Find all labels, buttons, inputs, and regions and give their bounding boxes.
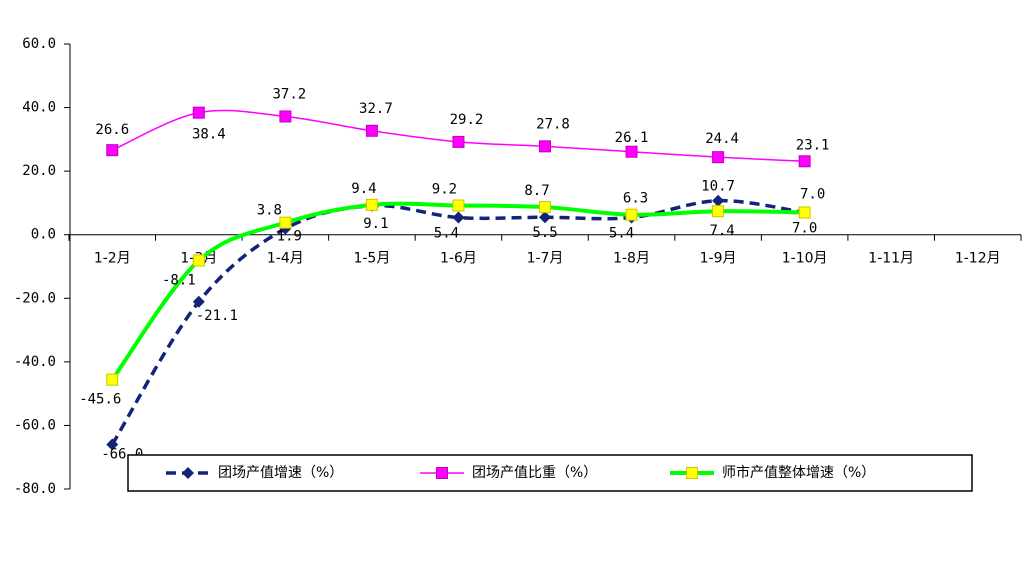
marker (365, 124, 378, 137)
x-tick-label: 1-5月 (353, 251, 390, 267)
data-label: -45.6 (79, 392, 121, 408)
data-label: 32.7 (359, 101, 393, 117)
y-tick-label: 0.0 (31, 227, 56, 243)
data-label: 37.2 (273, 86, 307, 102)
data-label: 5.5 (532, 225, 557, 241)
marker (539, 211, 551, 224)
data-label: 10.7 (701, 179, 735, 195)
data-label: 9.1 (363, 216, 388, 232)
marker (106, 144, 119, 157)
marker (106, 373, 119, 386)
marker (279, 110, 292, 123)
x-tick-label: 1-9月 (700, 251, 737, 267)
marker (192, 106, 205, 119)
marker (182, 467, 194, 479)
data-label: 5.4 (434, 226, 459, 242)
marker (436, 467, 448, 479)
data-label: 7.4 (709, 223, 734, 239)
marker (798, 206, 811, 219)
marker (712, 194, 725, 207)
line (110, 198, 805, 446)
legend-label: 师市产值整体增速（%） (722, 464, 875, 481)
data-label: 29.2 (450, 112, 484, 128)
legend-label: 团场产值增速（%） (218, 465, 343, 481)
y-tick-label: -60.0 (14, 417, 56, 433)
data-label: 8.7 (524, 183, 549, 199)
data-label: 3.8 (257, 203, 282, 219)
marker (712, 151, 725, 164)
data-label: -21.1 (196, 308, 238, 324)
data-label: 38.4 (192, 127, 226, 143)
x-tick-label: 1-11月 (868, 251, 914, 267)
data-label: 26.1 (615, 130, 649, 146)
y-tick-label: 60.0 (22, 36, 56, 52)
data-label: 6.3 (623, 191, 648, 207)
x-tick-label: 1-4月 (267, 251, 304, 267)
y-tick-label: 40.0 (22, 100, 56, 116)
data-label: 27.8 (536, 116, 570, 132)
x-tick-label: 1-7月 (527, 251, 564, 267)
x-tick-label: 1-6月 (440, 251, 477, 267)
x-tick-label: 1-8月 (613, 251, 650, 267)
marker (279, 216, 292, 229)
legend-box (127, 454, 973, 492)
marker (106, 438, 119, 451)
data-label: 26.6 (95, 122, 129, 138)
marker (452, 199, 465, 212)
marker (539, 201, 551, 214)
data-label: 5.4 (609, 226, 634, 242)
data-label: 9.4 (351, 181, 376, 197)
marker (365, 198, 378, 211)
marker (539, 140, 551, 153)
data-label: 7.0 (792, 220, 817, 236)
data-label: 24.4 (705, 131, 739, 147)
series: -66.0-21.11.99.15.4 5.5 5.410.77.0 (101, 179, 817, 463)
marker (452, 135, 465, 148)
data-label: 7.0 (800, 186, 825, 202)
y-tick-label: 20.0 (22, 163, 56, 179)
series: -45.6 -8.1 3.8 9.4 9.2 8.7 6.3 7.4 7.0 (79, 181, 825, 408)
x-tick-label: 1-12月 (955, 251, 1001, 267)
data-label: 1.9 (277, 229, 302, 245)
marker (625, 145, 638, 158)
marker (798, 155, 811, 168)
marker (686, 467, 698, 479)
marker (625, 208, 638, 221)
y-tick-label: -80.0 (14, 481, 56, 497)
data-label: 9.2 (432, 181, 457, 197)
marker (192, 254, 205, 267)
marker (452, 211, 465, 224)
y-tick-label: -20.0 (14, 290, 56, 306)
x-tick-label: 1-2月 (94, 251, 131, 267)
x-tick-label: 1-10月 (782, 251, 828, 267)
marker (192, 295, 205, 308)
series: 26.6 38.4 37.2 32.7 29.2 27.8 26.1 24.4 23.1 (95, 86, 830, 168)
data-label: -8.1 (162, 272, 196, 288)
marker (712, 205, 725, 218)
data-label: 23.1 (796, 137, 830, 153)
y-tick-label: -40.0 (14, 354, 56, 370)
legend-label: 团场产值比重（%） (472, 465, 597, 481)
